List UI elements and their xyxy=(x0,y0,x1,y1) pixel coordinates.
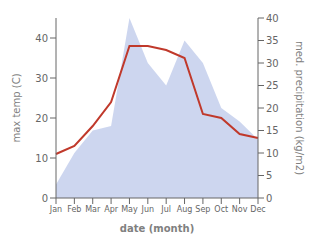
svg-text:Feb: Feb xyxy=(67,205,81,214)
svg-text:10: 10 xyxy=(35,153,48,164)
svg-text:max temp (C): max temp (C) xyxy=(11,73,22,142)
svg-text:30: 30 xyxy=(266,58,279,69)
svg-text:5: 5 xyxy=(266,170,272,181)
svg-text:15: 15 xyxy=(266,125,279,136)
svg-text:10: 10 xyxy=(266,148,279,159)
svg-text:med. precipitation (kg/m2): med. precipitation (kg/m2) xyxy=(294,41,305,175)
svg-text:Oct: Oct xyxy=(214,205,228,214)
svg-text:20: 20 xyxy=(266,103,279,114)
svg-text:0: 0 xyxy=(266,193,272,204)
svg-text:35: 35 xyxy=(266,35,279,46)
svg-text:0: 0 xyxy=(42,193,48,204)
svg-text:Jul: Jul xyxy=(160,205,171,214)
svg-text:May: May xyxy=(121,205,138,214)
svg-text:Dec: Dec xyxy=(250,205,265,214)
svg-text:Nov: Nov xyxy=(232,205,248,214)
svg-text:40: 40 xyxy=(35,33,48,44)
svg-text:40: 40 xyxy=(266,13,279,24)
svg-text:30: 30 xyxy=(35,73,48,84)
svg-text:Jun: Jun xyxy=(141,205,155,214)
svg-text:date (month): date (month) xyxy=(120,223,194,234)
svg-text:20: 20 xyxy=(35,113,48,124)
svg-text:Aug: Aug xyxy=(177,205,193,214)
svg-text:Jan: Jan xyxy=(49,205,62,214)
svg-text:Apr: Apr xyxy=(104,205,119,214)
svg-text:Mar: Mar xyxy=(85,205,101,214)
svg-text:Sep: Sep xyxy=(195,205,210,214)
svg-text:25: 25 xyxy=(266,80,279,91)
